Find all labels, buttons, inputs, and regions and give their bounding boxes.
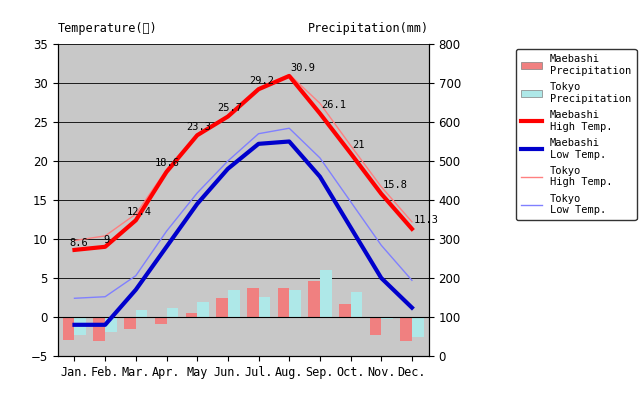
- Tokyo
High Temp.: [408, 220, 416, 224]
- Line: Tokyo
High Temp.: Tokyo High Temp.: [74, 74, 412, 240]
- Maebashi
High Temp.: [70, 248, 78, 252]
- Tokyo
High Temp.: [70, 238, 78, 243]
- Tokyo
High Temp.: [285, 72, 293, 77]
- Bar: [63, 317, 74, 340]
- Tokyo
High Temp.: [255, 85, 262, 90]
- Bar: [197, 302, 209, 317]
- Text: 29.2: 29.2: [250, 76, 275, 86]
- Line: Maebashi
Low Temp.: Maebashi Low Temp.: [74, 142, 412, 325]
- Maebashi
High Temp.: [285, 74, 293, 78]
- Maebashi
High Temp.: [408, 226, 416, 231]
- Maebashi
High Temp.: [163, 170, 170, 174]
- Bar: [155, 317, 166, 324]
- Maebashi
High Temp.: [316, 111, 324, 116]
- Text: Temperature(℃): Temperature(℃): [58, 22, 157, 35]
- Bar: [74, 317, 86, 334]
- Maebashi
Low Temp.: [70, 322, 78, 327]
- Bar: [412, 317, 424, 337]
- Tokyo
Low Temp.: [316, 156, 324, 160]
- Tokyo
Low Temp.: [224, 158, 232, 163]
- Maebashi
High Temp.: [378, 191, 385, 196]
- Text: 21: 21: [352, 140, 365, 150]
- Bar: [278, 288, 289, 317]
- Text: 8.6: 8.6: [70, 238, 88, 248]
- Text: 18.6: 18.6: [154, 158, 179, 168]
- Tokyo
Low Temp.: [101, 294, 109, 299]
- Bar: [381, 317, 393, 319]
- Bar: [247, 288, 259, 317]
- Text: 26.1: 26.1: [321, 100, 346, 110]
- Tokyo
High Temp.: [378, 184, 385, 189]
- Bar: [228, 290, 239, 317]
- Tokyo
High Temp.: [132, 212, 140, 216]
- Text: 30.9: 30.9: [291, 62, 316, 72]
- Bar: [166, 308, 178, 317]
- Bar: [105, 317, 117, 332]
- Tokyo
Low Temp.: [408, 278, 416, 283]
- Tokyo
Low Temp.: [347, 199, 355, 204]
- Text: 11.3: 11.3: [413, 215, 438, 225]
- Bar: [136, 310, 147, 317]
- Maebashi
Low Temp.: [193, 202, 201, 206]
- Maebashi
Low Temp.: [285, 139, 293, 144]
- Bar: [400, 317, 412, 341]
- Maebashi
High Temp.: [193, 133, 201, 138]
- Text: 23.3: 23.3: [186, 122, 211, 132]
- Maebashi
High Temp.: [101, 244, 109, 249]
- Text: 9: 9: [104, 235, 110, 245]
- Maebashi
Low Temp.: [347, 225, 355, 230]
- Tokyo
Low Temp.: [70, 296, 78, 301]
- Tokyo
Low Temp.: [255, 131, 262, 136]
- Maebashi
Low Temp.: [408, 305, 416, 310]
- Maebashi
Low Temp.: [224, 166, 232, 171]
- Bar: [216, 298, 228, 317]
- Bar: [308, 281, 320, 317]
- Bar: [124, 317, 136, 330]
- Tokyo
Low Temp.: [285, 126, 293, 131]
- Line: Tokyo
Low Temp.: Tokyo Low Temp.: [74, 128, 412, 298]
- Tokyo
High Temp.: [163, 167, 170, 172]
- Bar: [259, 297, 270, 317]
- Maebashi
High Temp.: [132, 218, 140, 223]
- Bar: [351, 292, 362, 317]
- Tokyo
Low Temp.: [378, 243, 385, 248]
- Text: 25.7: 25.7: [217, 103, 242, 113]
- Maebashi
Low Temp.: [255, 142, 262, 146]
- Maebashi
High Temp.: [255, 87, 262, 92]
- Maebashi
Low Temp.: [101, 322, 109, 327]
- Line: Maebashi
High Temp.: Maebashi High Temp.: [74, 76, 412, 250]
- Maebashi
Low Temp.: [316, 174, 324, 179]
- Tokyo
Low Temp.: [132, 273, 140, 278]
- Text: 12.4: 12.4: [127, 207, 152, 217]
- Tokyo
Low Temp.: [163, 229, 170, 234]
- Tokyo
High Temp.: [347, 143, 355, 148]
- Tokyo
High Temp.: [316, 101, 324, 106]
- Bar: [93, 317, 105, 341]
- Bar: [320, 270, 332, 317]
- Tokyo
Low Temp.: [193, 190, 201, 195]
- Tokyo
High Temp.: [193, 134, 201, 138]
- Bar: [339, 304, 351, 317]
- Maebashi
Low Temp.: [378, 276, 385, 280]
- Text: Precipitation(mm): Precipitation(mm): [308, 22, 429, 35]
- Bar: [289, 290, 301, 317]
- Text: 15.8: 15.8: [383, 180, 408, 190]
- Maebashi
Low Temp.: [132, 287, 140, 292]
- Tokyo
High Temp.: [224, 114, 232, 119]
- Maebashi
High Temp.: [347, 151, 355, 156]
- Tokyo
High Temp.: [101, 234, 109, 238]
- Maebashi
Low Temp.: [163, 244, 170, 249]
- Bar: [369, 317, 381, 334]
- Bar: [186, 314, 197, 317]
- Maebashi
High Temp.: [224, 114, 232, 119]
- Legend: Maebashi
Precipitation, Tokyo
Precipitation, Maebashi
High Temp., Maebashi
Low T: Maebashi Precipitation, Tokyo Precipitat…: [516, 49, 637, 220]
